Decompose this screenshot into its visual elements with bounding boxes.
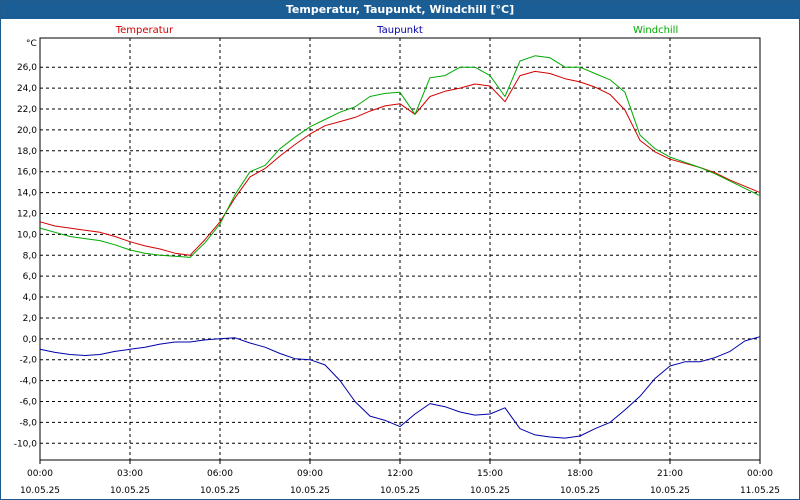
y-tick-label: 16,0 — [17, 168, 37, 178]
series-layer — [39, 55, 761, 439]
y-tick-label: 8,0 — [23, 251, 38, 261]
x-tick-date: 10.05.25 — [200, 486, 240, 496]
y-tick-label: 22,0 — [17, 105, 37, 115]
y-tick-label: 10,0 — [17, 230, 37, 240]
x-tick-time: 15:00 — [477, 469, 503, 479]
y-tick-label: 18,0 — [17, 147, 37, 157]
x-tick-date: 10.05.25 — [290, 486, 330, 496]
x-tick-date: 10.05.25 — [470, 486, 510, 496]
x-tick-time: 00:00 — [27, 469, 53, 479]
x-tick-time: 21:00 — [657, 469, 683, 479]
x-tick-time: 18:00 — [567, 469, 593, 479]
series-line-windchill — [39, 55, 761, 258]
legend-taupunkt: Taupunkt — [376, 25, 423, 36]
y-tick-label: -2,0 — [19, 356, 37, 366]
y-tick-label: 12,0 — [17, 209, 37, 219]
x-tick-date: 10.05.25 — [560, 486, 600, 496]
x-tick-date: 10.05.25 — [110, 486, 150, 496]
y-tick-label: -4,0 — [19, 377, 37, 387]
x-tick-date: 11.05.25 — [740, 486, 780, 496]
x-tick-time: 12:00 — [387, 469, 413, 479]
y-tick-label: 2,0 — [23, 314, 38, 324]
y-tick-label: 26,0 — [17, 63, 37, 73]
y-tick-label: 20,0 — [17, 126, 37, 136]
x-axis: 00:00 10.05.25 03:00 10.05.25 06:00 10.05.25 0… — [20, 460, 780, 496]
y-tick-label: 24,0 — [17, 84, 37, 94]
x-tick-date: 10.05.25 — [20, 486, 60, 496]
y-tick-label: 6,0 — [23, 272, 38, 282]
y-tick-label: -10,0 — [14, 439, 38, 449]
y-tick-label: 4,0 — [23, 293, 38, 303]
series-line-taupunkt — [39, 336, 761, 439]
x-tick-time: 03:00 — [117, 469, 143, 479]
chart-title: Temperatur, Taupunkt, Windchill [°C] — [1, 1, 799, 19]
legend: Temperatur Taupunkt Windchill — [115, 25, 679, 36]
x-tick-time: 00:00 — [747, 469, 773, 479]
x-tick-time: 06:00 — [207, 469, 233, 479]
legend-windchill: Windchill — [633, 25, 678, 36]
y-axis-unit: °C — [26, 39, 37, 49]
x-tick-date: 10.05.25 — [380, 486, 420, 496]
x-tick-date: 10.05.25 — [650, 486, 690, 496]
series-line-temperatur — [39, 70, 761, 256]
y-axis: -10,0 -8,0 -6,0 -4,0 -2,0 0,0 2,0 4,0 6,0 8,0 10,0… — [14, 63, 38, 449]
x-tick-time: 09:00 — [297, 469, 323, 479]
y-tick-label: -8,0 — [19, 418, 37, 428]
legend-temperatur: Temperatur — [115, 25, 174, 36]
y-tick-label: 0,0 — [23, 335, 38, 345]
y-tick-label: -6,0 — [19, 398, 37, 408]
grid-lines — [40, 38, 760, 460]
y-tick-label: 14,0 — [17, 189, 37, 199]
